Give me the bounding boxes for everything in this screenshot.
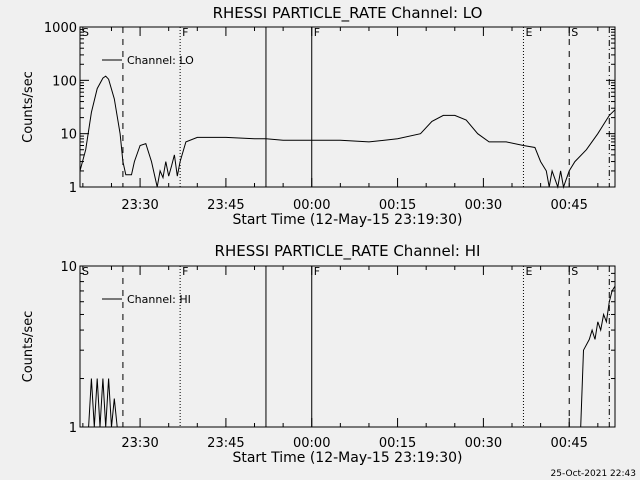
chart1-x-tick-label: 00:00	[293, 198, 330, 213]
chart2-x-tick-label: 23:30	[121, 436, 158, 451]
chart2-marker-label: F	[314, 265, 320, 278]
chart2-x-tick-label: 00:15	[379, 436, 416, 451]
footer-timestamp: 25-Oct-2021 22:43	[551, 469, 636, 479]
chart1-marker-label: F	[314, 26, 320, 39]
chart2-x-tick-label: 00:45	[550, 436, 587, 451]
chart2-y-tick-label: 10	[60, 260, 77, 275]
chart2-y-axis-label: Counts/sec	[21, 311, 36, 383]
chart1-legend-label: Channel: LO	[127, 54, 194, 67]
chart2-x-tick-label: 00:00	[293, 436, 330, 451]
chart2-marker-label: F	[182, 265, 188, 278]
chart2-title: RHESSI PARTICLE_RATE Channel: HI	[215, 242, 481, 261]
chart2-series-line	[88, 378, 118, 428]
chart2-marker-label: S	[82, 265, 89, 278]
chart1-x-tick-label: 00:15	[379, 198, 416, 213]
chart1-x-axis-label: Start Time (12-May-15 23:19:30)	[232, 212, 462, 228]
chart1-title: RHESSI PARTICLE_RATE Channel: LO	[213, 4, 483, 23]
chart2-series-line	[580, 285, 616, 428]
chart1-marker-label: S	[82, 26, 89, 39]
chart1-y-tick-label: 1000	[44, 21, 77, 36]
chart1-plot-frame	[79, 26, 616, 188]
chart1-y-axis-label: Counts/sec	[21, 71, 36, 143]
chart2-x-tick-label: 00:30	[465, 436, 502, 451]
chart2-x-tick-label: 23:45	[207, 436, 244, 451]
chart1-marker-label: E	[525, 26, 532, 39]
chart1-x-tick-label: 00:30	[465, 198, 502, 213]
chart2-x-axis-label: Start Time (12-May-15 23:19:30)	[232, 450, 462, 466]
chart2-y-tick-label: 1	[69, 421, 77, 436]
chart1-y-tick-label: 100	[52, 74, 77, 89]
chart1-marker-label: S	[571, 26, 578, 39]
chart1-x-tick-label: 00:45	[550, 198, 587, 213]
chart2-marker-label: E	[525, 265, 532, 278]
chart2-legend-label: Channel: HI	[127, 293, 191, 306]
chart2-plot-frame	[79, 265, 616, 428]
chart2-marker-label: S	[571, 265, 578, 278]
chart1-y-tick-label: 10	[60, 128, 77, 143]
chart1-y-tick-label: 1	[69, 181, 77, 196]
chart1-marker-label: F	[182, 26, 188, 39]
chart1-x-tick-label: 23:30	[121, 198, 158, 213]
chart1-x-tick-label: 23:45	[207, 198, 244, 213]
chart1-series-line	[79, 75, 616, 189]
